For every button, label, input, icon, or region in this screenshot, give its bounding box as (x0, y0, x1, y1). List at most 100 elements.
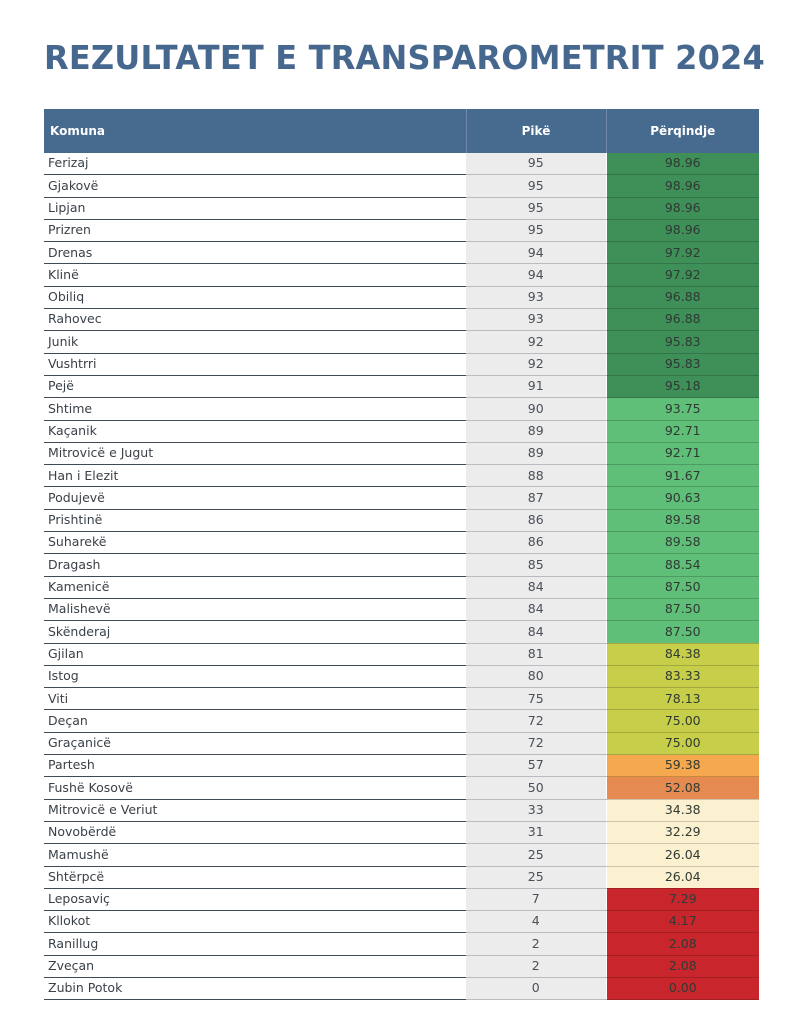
table-row: Partesh 57 59.38 (44, 754, 759, 778)
points-cell: 93 (466, 286, 606, 310)
municipality-cell: Partesh (44, 754, 466, 778)
percentage-cell: 89.58 (605, 509, 759, 533)
table-row: Skënderaj 84 87.50 (44, 620, 759, 644)
points-cell: 81 (466, 643, 606, 666)
table-row: Rahovec 93 96.88 (44, 308, 759, 332)
table-row: Prizren 95 98.96 (44, 219, 759, 243)
points-cell: 85 (466, 553, 606, 577)
table-row: Mitrovicë e Veriut 33 34.38 (44, 799, 759, 822)
municipality-cell: Kaçanik (44, 420, 466, 443)
municipality-cell: Kamenicë (44, 576, 466, 599)
percentage-cell: 87.50 (605, 620, 759, 644)
percentage-cell: 83.33 (605, 665, 759, 689)
municipality-cell: Obiliq (44, 286, 466, 310)
percentage-cell: 96.88 (605, 308, 759, 332)
table-row: Zubin Potok 0 0.00 (44, 977, 759, 1001)
table-row: Junik 92 95.83 (44, 330, 759, 354)
municipality-cell: Prizren (44, 219, 466, 243)
percentage-cell: 98.96 (605, 197, 759, 220)
table-row: Deçan 72 75.00 (44, 709, 759, 733)
percentage-cell: 32.29 (605, 821, 759, 845)
points-cell: 0 (466, 977, 606, 1001)
percentage-cell: 95.18 (605, 375, 759, 399)
table-row: Shtërpcë 25 26.04 (44, 866, 759, 889)
points-cell: 94 (466, 263, 606, 287)
table-row: Kaçanik 89 92.71 (44, 420, 759, 443)
points-cell: 2 (466, 955, 606, 978)
table-body: Ferizaj 95 98.96 Gjakovë 95 98.96 Lipjan 95 98.9… (44, 153, 759, 1001)
percentage-cell: 91.67 (605, 464, 759, 488)
percentage-cell: 90.63 (605, 486, 759, 510)
points-cell: 95 (466, 197, 606, 220)
results-table: Komuna Pikë Përqindje Ferizaj 95 98.96 Gjak… (44, 109, 759, 1001)
municipality-cell: Novobërdë (44, 821, 466, 845)
points-cell: 84 (466, 598, 606, 622)
table-row: Viti 75 78.13 (44, 687, 759, 711)
points-cell: 94 (466, 241, 606, 265)
municipality-cell: Han i Elezit (44, 464, 466, 488)
points-cell: 89 (466, 442, 606, 466)
municipality-cell: Mitrovicë e Veriut (44, 799, 466, 822)
points-cell: 31 (466, 821, 606, 845)
points-cell: 2 (466, 932, 606, 956)
percentage-cell: 4.17 (605, 910, 759, 934)
percentage-cell: 96.88 (605, 286, 759, 310)
table-row: Shtime 90 93.75 (44, 397, 759, 421)
percentage-cell: 98.96 (605, 174, 759, 198)
percentage-cell: 95.83 (605, 353, 759, 376)
municipality-cell: Shtërpcë (44, 866, 466, 889)
percentage-cell: 2.08 (605, 955, 759, 978)
table-row: Pejë 91 95.18 (44, 375, 759, 399)
points-cell: 57 (466, 754, 606, 778)
points-cell: 93 (466, 308, 606, 332)
percentage-cell: 26.04 (605, 866, 759, 889)
percentage-cell: 52.08 (605, 776, 759, 800)
points-cell: 87 (466, 486, 606, 510)
points-cell: 86 (466, 531, 606, 555)
percentage-cell: 26.04 (605, 843, 759, 867)
percentage-cell: 7.29 (605, 888, 759, 912)
percentage-cell: 75.00 (605, 709, 759, 733)
points-cell: 50 (466, 776, 606, 800)
municipality-cell: Podujevë (44, 486, 466, 510)
percentage-cell: 88.54 (605, 553, 759, 577)
points-cell: 72 (466, 709, 606, 733)
municipality-cell: Dragash (44, 553, 466, 577)
percentage-cell: 78.13 (605, 687, 759, 711)
points-cell: 75 (466, 687, 606, 711)
percentage-cell: 89.58 (605, 531, 759, 555)
percentage-cell: 34.38 (605, 799, 759, 822)
points-cell: 89 (466, 420, 606, 443)
percentage-cell: 92.71 (605, 420, 759, 443)
municipality-cell: Ranillug (44, 932, 466, 956)
municipality-cell: Kllokot (44, 910, 466, 934)
municipality-cell: Prishtinë (44, 509, 466, 533)
municipality-cell: Zubin Potok (44, 977, 466, 1001)
points-cell: 72 (466, 732, 606, 756)
table-row: Gjilan 81 84.38 (44, 643, 759, 666)
municipality-cell: Deçan (44, 709, 466, 733)
points-cell: 95 (466, 174, 606, 198)
municipality-cell: Lipjan (44, 197, 466, 220)
percentage-cell: 75.00 (605, 732, 759, 756)
page-title: REZULTATET E TRANSPAROMETRIT 2024 (44, 38, 765, 77)
municipality-cell: Viti (44, 687, 466, 711)
points-cell: 25 (466, 843, 606, 867)
table-row: Lipjan 95 98.96 (44, 197, 759, 220)
municipality-cell: Fushë Kosovë (44, 776, 466, 800)
table-row: Leposaviç 7 7.29 (44, 888, 759, 912)
municipality-cell: Rahovec (44, 308, 466, 332)
municipality-cell: Ferizaj (44, 153, 466, 176)
points-cell: 33 (466, 799, 606, 822)
percentage-cell: 87.50 (605, 598, 759, 622)
points-cell: 91 (466, 375, 606, 399)
percentage-cell: 95.83 (605, 330, 759, 354)
points-cell: 4 (466, 910, 606, 934)
points-cell: 86 (466, 509, 606, 533)
points-cell: 92 (466, 353, 606, 376)
table-row: Ranillug 2 2.08 (44, 932, 759, 956)
table-row: Istog 80 83.33 (44, 665, 759, 689)
municipality-cell: Gjakovë (44, 174, 466, 198)
points-cell: 84 (466, 576, 606, 599)
points-cell: 84 (466, 620, 606, 644)
